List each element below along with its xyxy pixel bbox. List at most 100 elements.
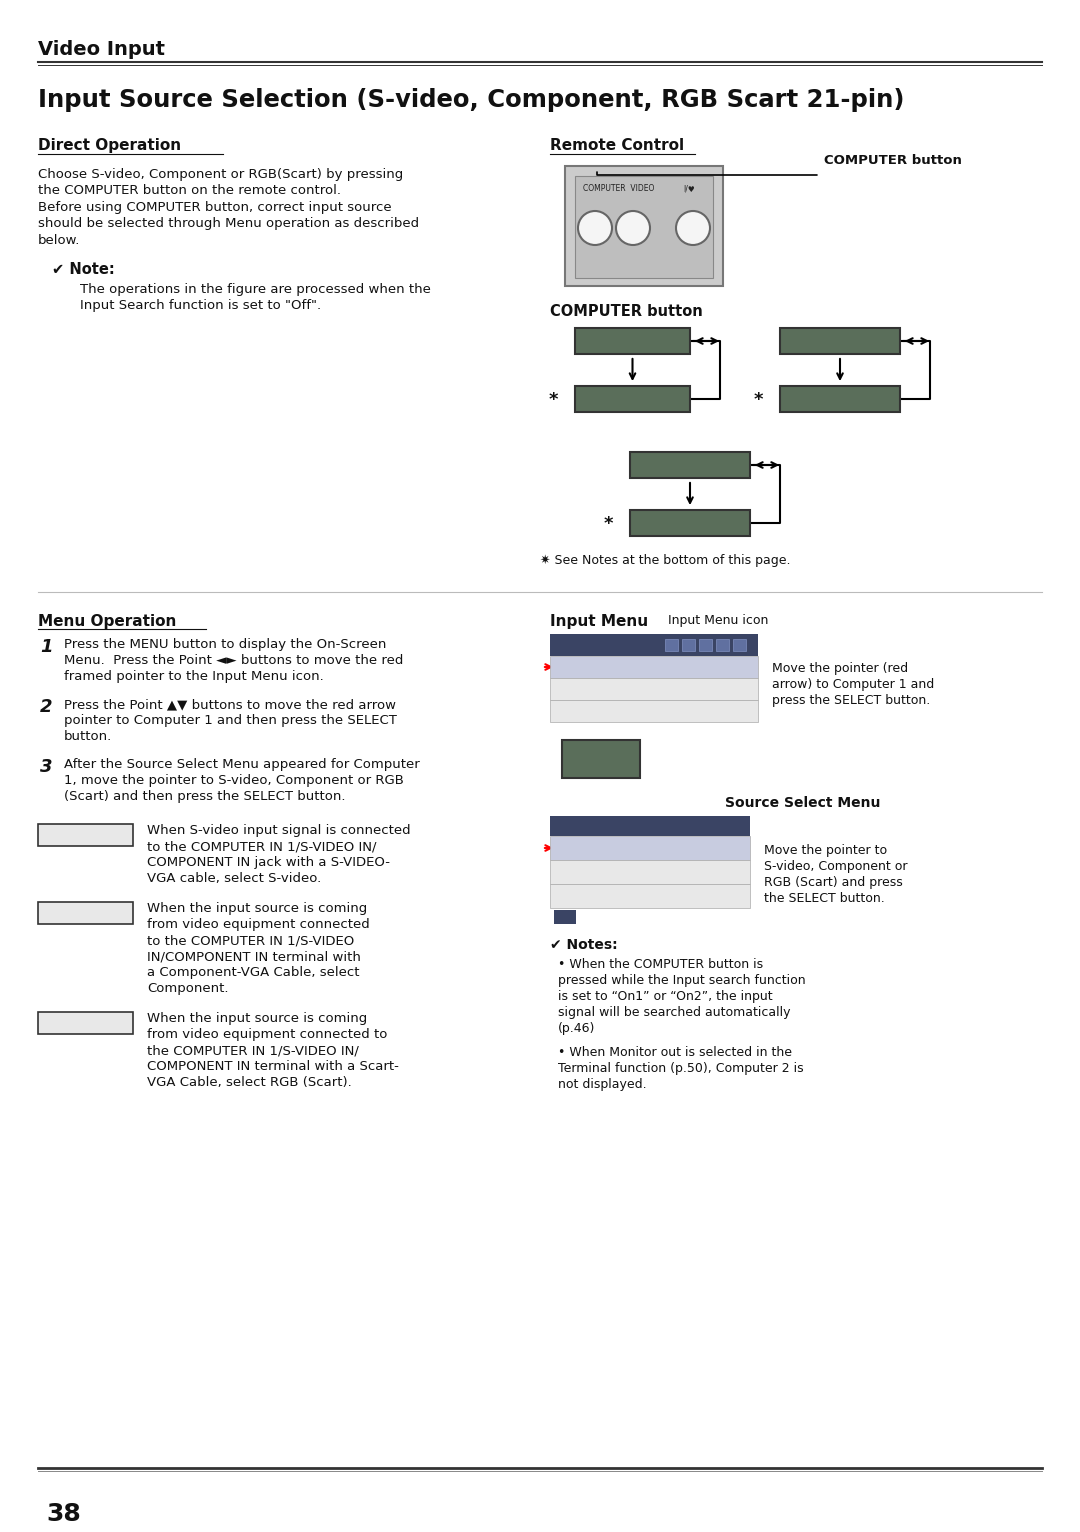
Text: • When Monitor out is selected in the: • When Monitor out is selected in the — [558, 1046, 792, 1059]
Text: Choose S-video, Component or RGB(Scart) by pressing: Choose S-video, Component or RGB(Scart) … — [38, 169, 403, 181]
Bar — [550, 859, 750, 884]
Bar — [38, 1013, 133, 1034]
Text: framed pointer to the Input Menu icon.: framed pointer to the Input Menu icon. — [64, 669, 324, 683]
Text: When S-video input signal is connected: When S-video input signal is connected — [147, 824, 410, 836]
Text: *: * — [604, 515, 612, 533]
Text: 1, move the pointer to S-video, Component or RGB: 1, move the pointer to S-video, Componen… — [64, 774, 404, 787]
Bar — [550, 884, 750, 908]
Text: press the SELECT button.: press the SELECT button. — [772, 694, 930, 706]
Text: IN/COMPONENT IN terminal with: IN/COMPONENT IN terminal with — [147, 950, 361, 964]
Text: S-video, Component or: S-video, Component or — [764, 859, 907, 873]
Text: Terminal function (p.50), Computer 2 is: Terminal function (p.50), Computer 2 is — [558, 1062, 804, 1075]
Bar — [780, 386, 900, 412]
Text: 1: 1 — [40, 637, 53, 656]
Bar — [630, 510, 750, 536]
Text: Input Search function is set to "Off".: Input Search function is set to "Off". — [80, 299, 321, 313]
Bar — [575, 176, 713, 277]
Text: (Scart) and then press the SELECT button.: (Scart) and then press the SELECT button… — [64, 791, 346, 803]
Text: from video equipment connected: from video equipment connected — [147, 918, 369, 931]
Text: 3: 3 — [40, 758, 53, 777]
Text: not displayed.: not displayed. — [558, 1079, 647, 1091]
Text: 38: 38 — [46, 1501, 81, 1526]
Bar — [550, 836, 750, 859]
Text: Direct Operation: Direct Operation — [38, 138, 181, 153]
Text: Video Input: Video Input — [38, 40, 165, 60]
Text: *: * — [549, 391, 557, 409]
Circle shape — [676, 211, 710, 245]
Text: to the COMPUTER IN 1/S-VIDEO IN/: to the COMPUTER IN 1/S-VIDEO IN/ — [147, 840, 377, 853]
Bar — [562, 740, 640, 778]
Text: *: * — [753, 391, 762, 409]
Text: Source Select Menu: Source Select Menu — [725, 797, 880, 810]
Text: Computer: Computer — [567, 751, 635, 764]
Text: Menu Operation: Menu Operation — [38, 614, 176, 630]
Text: Computer 2: Computer 2 — [646, 518, 733, 530]
Text: The operations in the figure are processed when the: The operations in the figure are process… — [80, 282, 431, 296]
Text: Press the MENU button to display the On-Screen: Press the MENU button to display the On-… — [64, 637, 387, 651]
Text: S-video: S-video — [604, 336, 662, 349]
Bar — [699, 639, 712, 651]
Bar — [550, 817, 750, 836]
Text: Computer1: Computer1 — [562, 662, 639, 674]
Text: SVGA  1: SVGA 1 — [608, 640, 650, 650]
Text: Before using COMPUTER button, correct input source: Before using COMPUTER button, correct in… — [38, 201, 392, 214]
Text: Input Menu icon: Input Menu icon — [669, 614, 768, 627]
Text: COMPUTER  VIDEO: COMPUTER VIDEO — [583, 184, 654, 193]
Text: COMPONENT IN jack with a S-VIDEO-: COMPONENT IN jack with a S-VIDEO- — [147, 856, 390, 869]
Bar — [716, 639, 729, 651]
Bar — [681, 639, 696, 651]
Text: signal will be searched automatically: signal will be searched automatically — [558, 1007, 791, 1019]
Text: Component.: Component. — [147, 982, 229, 994]
Text: button.: button. — [64, 731, 112, 743]
Text: Remote Control: Remote Control — [550, 138, 684, 153]
Bar — [550, 634, 758, 656]
Text: When the input source is coming: When the input source is coming — [147, 902, 367, 915]
Text: is set to “On1” or “On2”, the input: is set to “On1” or “On2”, the input — [558, 990, 772, 1003]
Text: Computer 2: Computer 2 — [796, 394, 883, 406]
Text: Component: Component — [795, 336, 885, 349]
Text: Input: Input — [558, 640, 586, 650]
Text: Menu.  Press the Point ◄► buttons to move the red: Menu. Press the Point ◄► buttons to move… — [64, 654, 403, 666]
Bar — [38, 902, 133, 924]
Text: Input Source Selection (S-video, Component, RGB Scart 21-pin): Input Source Selection (S-video, Compone… — [38, 87, 905, 112]
Text: When the input source is coming: When the input source is coming — [147, 1013, 367, 1025]
Text: ✷ See Notes at the bottom of this page.: ✷ See Notes at the bottom of this page. — [540, 555, 791, 567]
Text: (p.46): (p.46) — [558, 1022, 595, 1036]
Bar — [665, 639, 678, 651]
Text: 1: 1 — [596, 763, 606, 777]
Text: COMPONENT IN terminal with a Scart-: COMPONENT IN terminal with a Scart- — [147, 1060, 399, 1072]
Text: 2: 2 — [40, 699, 53, 715]
Text: VGA cable, select S-video.: VGA cable, select S-video. — [147, 872, 321, 885]
Text: RGB (Scart): RGB (Scart) — [42, 1017, 130, 1031]
Text: a Component-VGA Cable, select: a Component-VGA Cable, select — [147, 967, 360, 979]
Text: the SELECT button.: the SELECT button. — [764, 892, 885, 905]
Bar — [565, 165, 723, 286]
Text: COMPUTER button: COMPUTER button — [824, 155, 962, 167]
Text: Computer2: Computer2 — [562, 683, 632, 697]
Text: ✔ Note:: ✔ Note: — [52, 262, 114, 277]
Text: RGB (Scart) and press: RGB (Scart) and press — [764, 876, 903, 889]
Text: Move the pointer to: Move the pointer to — [764, 844, 887, 856]
Text: • When the COMPUTER button is: • When the COMPUTER button is — [558, 958, 764, 971]
Bar — [630, 452, 750, 478]
Text: Component: Component — [43, 907, 129, 921]
Text: After the Source Select Menu appeared for Computer: After the Source Select Menu appeared fo… — [64, 758, 420, 771]
Text: S-video: S-video — [562, 843, 615, 855]
Text: Computer 2: Computer 2 — [589, 394, 676, 406]
Text: below.: below. — [38, 234, 80, 247]
Circle shape — [578, 211, 612, 245]
Text: the COMPUTER IN 1/S-VIDEO IN/: the COMPUTER IN 1/S-VIDEO IN/ — [147, 1043, 359, 1057]
Bar — [780, 328, 900, 354]
Text: pointer to Computer 1 and then press the SELECT: pointer to Computer 1 and then press the… — [64, 714, 396, 728]
Text: RGB(Scart): RGB(Scart) — [562, 890, 632, 904]
Bar — [38, 824, 133, 846]
Bar — [733, 639, 746, 651]
Text: the COMPUTER button on the remote control.: the COMPUTER button on the remote contro… — [38, 184, 341, 198]
Bar — [554, 910, 576, 924]
Bar — [575, 386, 690, 412]
Text: Component: Component — [562, 867, 634, 879]
Text: RGB: RGB — [558, 821, 582, 830]
Text: RGB(Scart): RGB(Scart) — [647, 460, 733, 473]
Text: Move the pointer (red: Move the pointer (red — [772, 662, 908, 676]
Text: Press the Point ▲▼ buttons to move the red arrow: Press the Point ▲▼ buttons to move the r… — [64, 699, 396, 711]
